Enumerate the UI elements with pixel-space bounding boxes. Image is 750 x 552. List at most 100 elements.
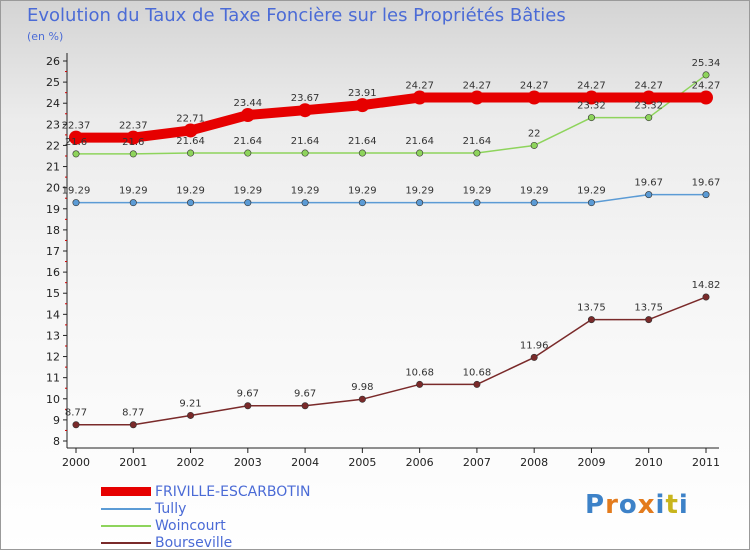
data-label-woincourt: 21.64: [233, 136, 262, 147]
x-tick-label: 2006: [406, 456, 434, 469]
data-point-bourseville: [416, 380, 424, 388]
data-label-woincourt: 21.6: [65, 137, 87, 148]
data-point-tully: [645, 191, 653, 199]
y-tick-label: 10: [46, 393, 60, 406]
y-tick-label: 17: [46, 245, 60, 258]
data-point-woincourt: [129, 150, 137, 158]
data-point-bourseville: [358, 395, 366, 403]
y-tick-label: 12: [46, 351, 60, 364]
data-point-bourseville: [129, 421, 137, 429]
y-tick-label: 18: [46, 224, 60, 237]
data-point-woincourt: [702, 71, 710, 79]
data-point-friville: [298, 103, 313, 118]
y-unit-label: (en %): [27, 30, 64, 43]
series-line-tully: [76, 193, 706, 204]
data-point-friville: [527, 90, 542, 105]
data-point-bourseville: [301, 402, 309, 410]
data-point-friville: [69, 130, 83, 145]
data-label-tully: 19.29: [577, 186, 606, 197]
y-tick-label: 16: [46, 266, 60, 279]
data-point-woincourt: [187, 149, 195, 157]
data-label-bourseville: 13.75: [634, 303, 663, 314]
data-point-tully: [702, 191, 710, 199]
data-point-friville: [126, 130, 141, 145]
data-point-tully: [301, 199, 309, 207]
data-label-tully: 19.29: [405, 186, 434, 197]
data-label-friville: 24.27: [520, 81, 549, 92]
data-label-friville: 24.27: [634, 81, 663, 92]
data-label-friville: 24.27: [692, 81, 721, 92]
data-point-tully: [244, 199, 252, 207]
data-point-friville: [584, 90, 599, 105]
data-point-friville: [641, 90, 656, 105]
legend-label-friville: FRIVILLE-ESCARBOTIN: [155, 484, 311, 500]
x-tick-label: 2005: [348, 456, 376, 469]
data-point-bourseville: [473, 380, 481, 388]
data-point-tully: [72, 199, 80, 207]
data-point-woincourt: [473, 149, 481, 157]
x-tick-label: 2010: [635, 456, 663, 469]
data-point-tully: [416, 199, 424, 207]
data-point-bourseville: [72, 421, 80, 429]
x-tick-label: 2000: [62, 456, 90, 469]
data-point-woincourt: [645, 114, 653, 122]
x-tick-label: 2008: [520, 456, 548, 469]
x-tick-label: 2007: [463, 456, 491, 469]
data-point-tully: [358, 199, 366, 207]
y-tick-label: 9: [53, 414, 60, 427]
data-label-tully: 19.29: [463, 186, 492, 197]
data-label-friville: 22.71: [176, 113, 205, 124]
y-tick-label: 24: [46, 97, 60, 110]
data-label-tully: 19.29: [233, 186, 262, 197]
data-point-friville: [240, 108, 255, 123]
data-label-tully: 19.29: [119, 186, 148, 197]
data-label-tully: 19.29: [348, 186, 377, 197]
data-label-friville: 24.27: [463, 81, 492, 92]
data-point-friville: [699, 90, 713, 105]
data-label-bourseville: 9.67: [237, 389, 259, 400]
data-point-tully: [473, 199, 481, 207]
data-label-friville: 22.37: [62, 121, 91, 132]
data-point-bourseville: [187, 411, 195, 419]
x-tick-label: 2009: [577, 456, 605, 469]
y-tick-label: 26: [46, 55, 60, 68]
data-point-woincourt: [301, 149, 309, 157]
data-point-friville: [412, 90, 427, 105]
x-tick-label: 2002: [177, 456, 205, 469]
data-label-bourseville: 10.68: [405, 367, 434, 378]
y-tick-label: 11: [46, 372, 60, 385]
x-tick-label: 2003: [234, 456, 262, 469]
series-line-woincourt: [76, 74, 707, 155]
data-label-tully: 19.29: [520, 186, 549, 197]
data-label-bourseville: 11.96: [520, 340, 549, 351]
data-label-tully: 19.29: [62, 186, 91, 197]
data-label-bourseville: 9.21: [179, 398, 201, 409]
data-label-friville: 23.67: [291, 93, 320, 104]
y-tick-label: 21: [46, 161, 60, 174]
data-label-friville: 23.44: [233, 98, 262, 109]
data-point-friville: [183, 123, 198, 138]
legend-swatch-friville: [101, 487, 151, 496]
data-point-bourseville: [587, 316, 595, 324]
data-label-bourseville: 9.67: [294, 389, 316, 400]
data-label-friville: 23.91: [348, 88, 377, 99]
y-tick-label: 15: [46, 287, 60, 300]
data-point-friville: [355, 98, 370, 113]
legend-swatch-woincourt: [101, 525, 151, 527]
data-point-tully: [530, 199, 538, 207]
data-point-tully: [129, 199, 137, 207]
data-point-woincourt: [72, 150, 80, 158]
y-tick-label: 25: [46, 76, 60, 89]
proxiti-logo: Proxiti: [585, 490, 689, 520]
data-label-bourseville: 14.82: [692, 280, 721, 291]
data-label-woincourt: 23.32: [634, 101, 663, 112]
series-line-bourseville: [76, 296, 707, 426]
data-point-woincourt: [358, 149, 366, 157]
data-point-woincourt: [530, 141, 538, 149]
series-line-friville: [76, 92, 706, 143]
data-point-tully: [587, 199, 595, 207]
y-tick-label: 13: [46, 329, 60, 342]
data-label-tully: 19.67: [692, 178, 721, 189]
data-point-bourseville: [530, 353, 538, 361]
